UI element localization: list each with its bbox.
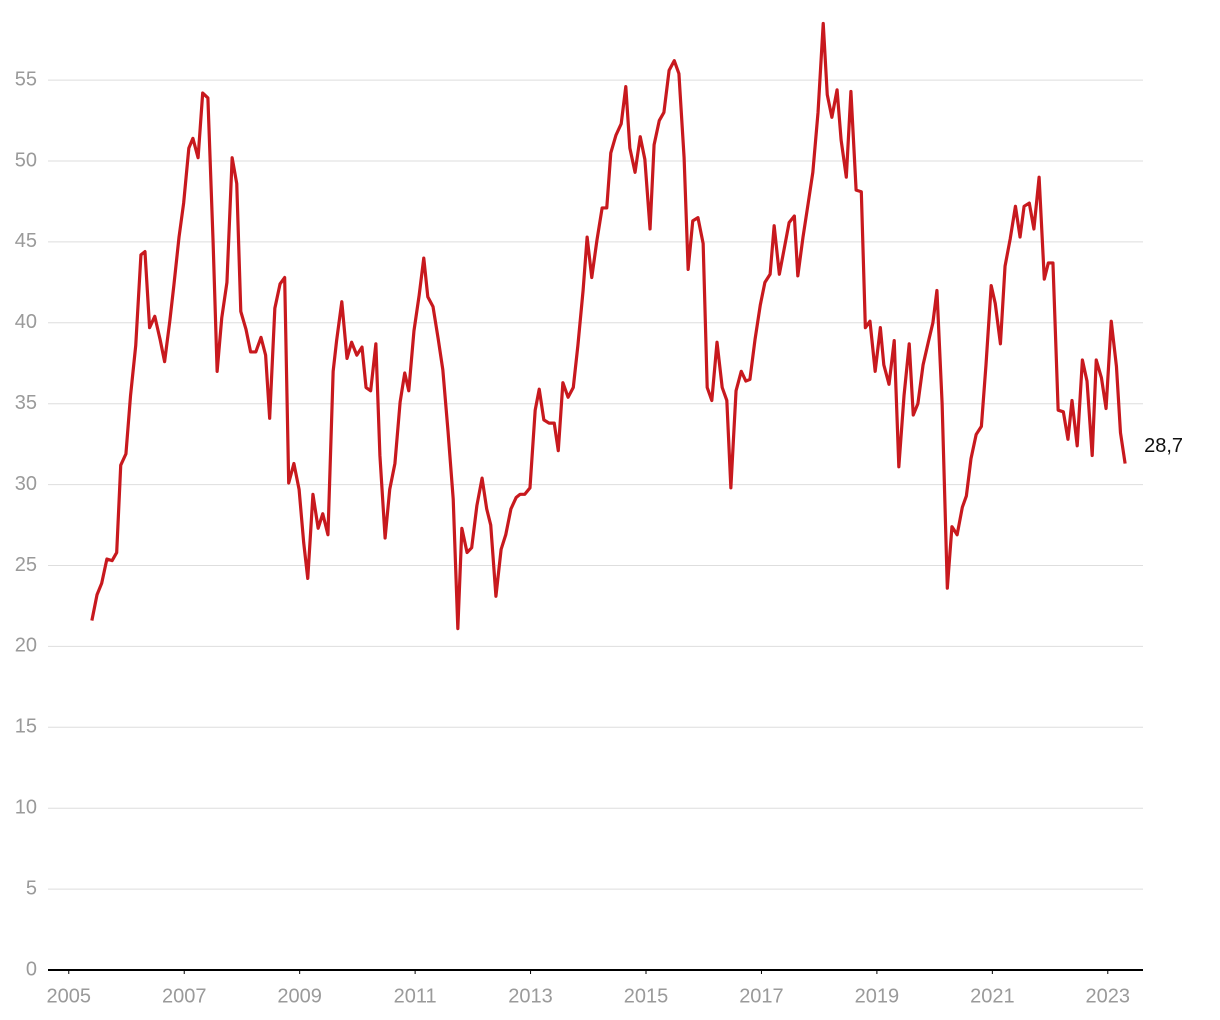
y-tick-label: 35 — [15, 392, 37, 414]
x-tick-label: 2019 — [855, 985, 900, 1007]
x-tick-label: 2015 — [624, 985, 669, 1007]
y-tick-label: 20 — [15, 635, 37, 657]
y-tick-label: 10 — [15, 796, 37, 818]
x-tick-label: 2007 — [162, 985, 207, 1007]
y-tick-label: 45 — [15, 230, 37, 252]
y-tick-label: 5 — [26, 877, 37, 899]
end-label: 28,7 — [1144, 435, 1183, 457]
x-tick-label: 2011 — [394, 985, 437, 1007]
x-tick-label: 2023 — [1086, 985, 1131, 1007]
x-tick-label: 2005 — [47, 985, 92, 1007]
x-tick-label: 2013 — [508, 985, 553, 1007]
y-tick-label: 15 — [15, 716, 37, 738]
y-tick-label: 30 — [15, 473, 37, 495]
x-tick-label: 2021 — [970, 985, 1015, 1007]
y-tick-label: 40 — [15, 311, 37, 333]
y-tick-label: 55 — [15, 68, 37, 90]
series-line — [90, 21, 1127, 631]
x-tick-label: 2017 — [739, 985, 784, 1007]
x-tick-label: 2009 — [277, 985, 322, 1007]
y-tick-label: 50 — [15, 149, 37, 171]
y-tick-label: 0 — [26, 958, 37, 980]
y-tick-label: 25 — [15, 554, 37, 576]
